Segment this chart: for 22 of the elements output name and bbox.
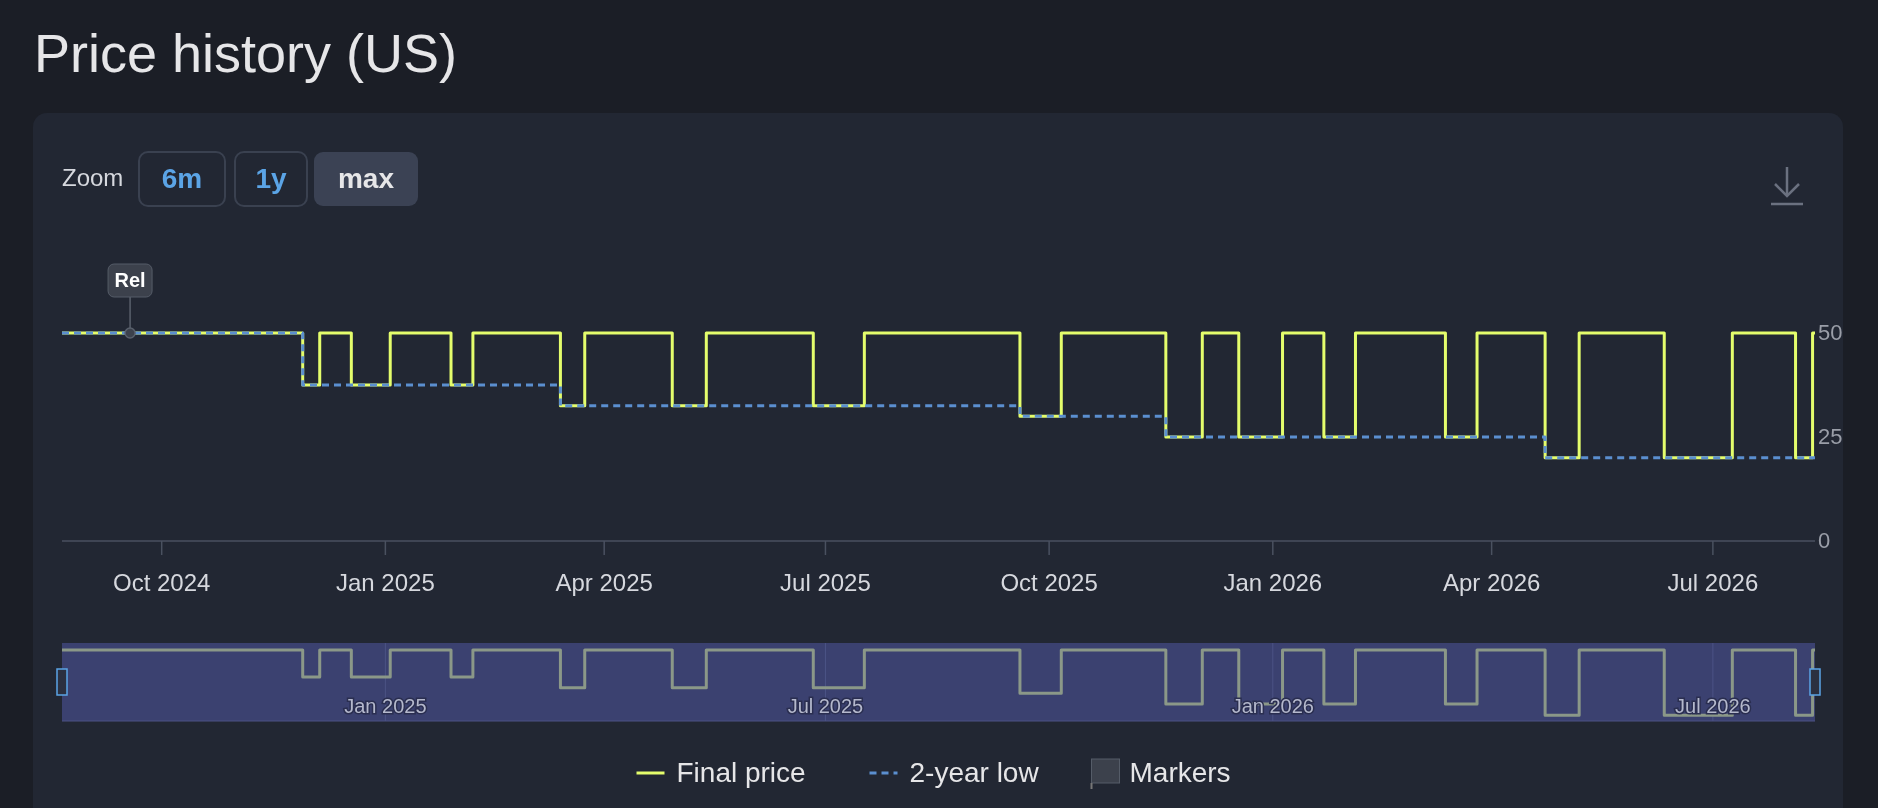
x-tick-label: Jul 2025 xyxy=(787,695,864,717)
chart-title: Price history (US) xyxy=(34,23,458,83)
x-tick-label: Jan 2025 xyxy=(344,695,427,717)
x-tick-label: Oct 2025 xyxy=(1000,569,1098,596)
text: 6m xyxy=(161,163,203,194)
text: Zoom xyxy=(62,164,124,191)
text: 1y xyxy=(255,163,287,194)
x-tick-label: Apr 2026 xyxy=(1442,569,1541,596)
text: max xyxy=(337,163,395,194)
y-tick-label: 25 xyxy=(1818,424,1843,449)
y-tick-label: 50 xyxy=(1818,320,1843,345)
x-tick-label: Apr 2025 xyxy=(555,569,653,596)
x-tick-label: Jul 2026 xyxy=(1667,569,1759,596)
x-tick-label: Jul 2025 xyxy=(780,569,871,596)
x-tick-label: Jan 2025 xyxy=(335,569,435,596)
x-tick-label: Jan 2026 xyxy=(1223,569,1323,596)
legend-label: Final price xyxy=(676,757,806,788)
data-label: Rel xyxy=(114,269,146,291)
legend-label: Markers xyxy=(1129,757,1231,788)
x-tick-label: Oct 2024 xyxy=(112,569,211,596)
y-tick-label: 0 xyxy=(1818,528,1831,553)
legend-label: 2-year low xyxy=(909,757,1040,788)
